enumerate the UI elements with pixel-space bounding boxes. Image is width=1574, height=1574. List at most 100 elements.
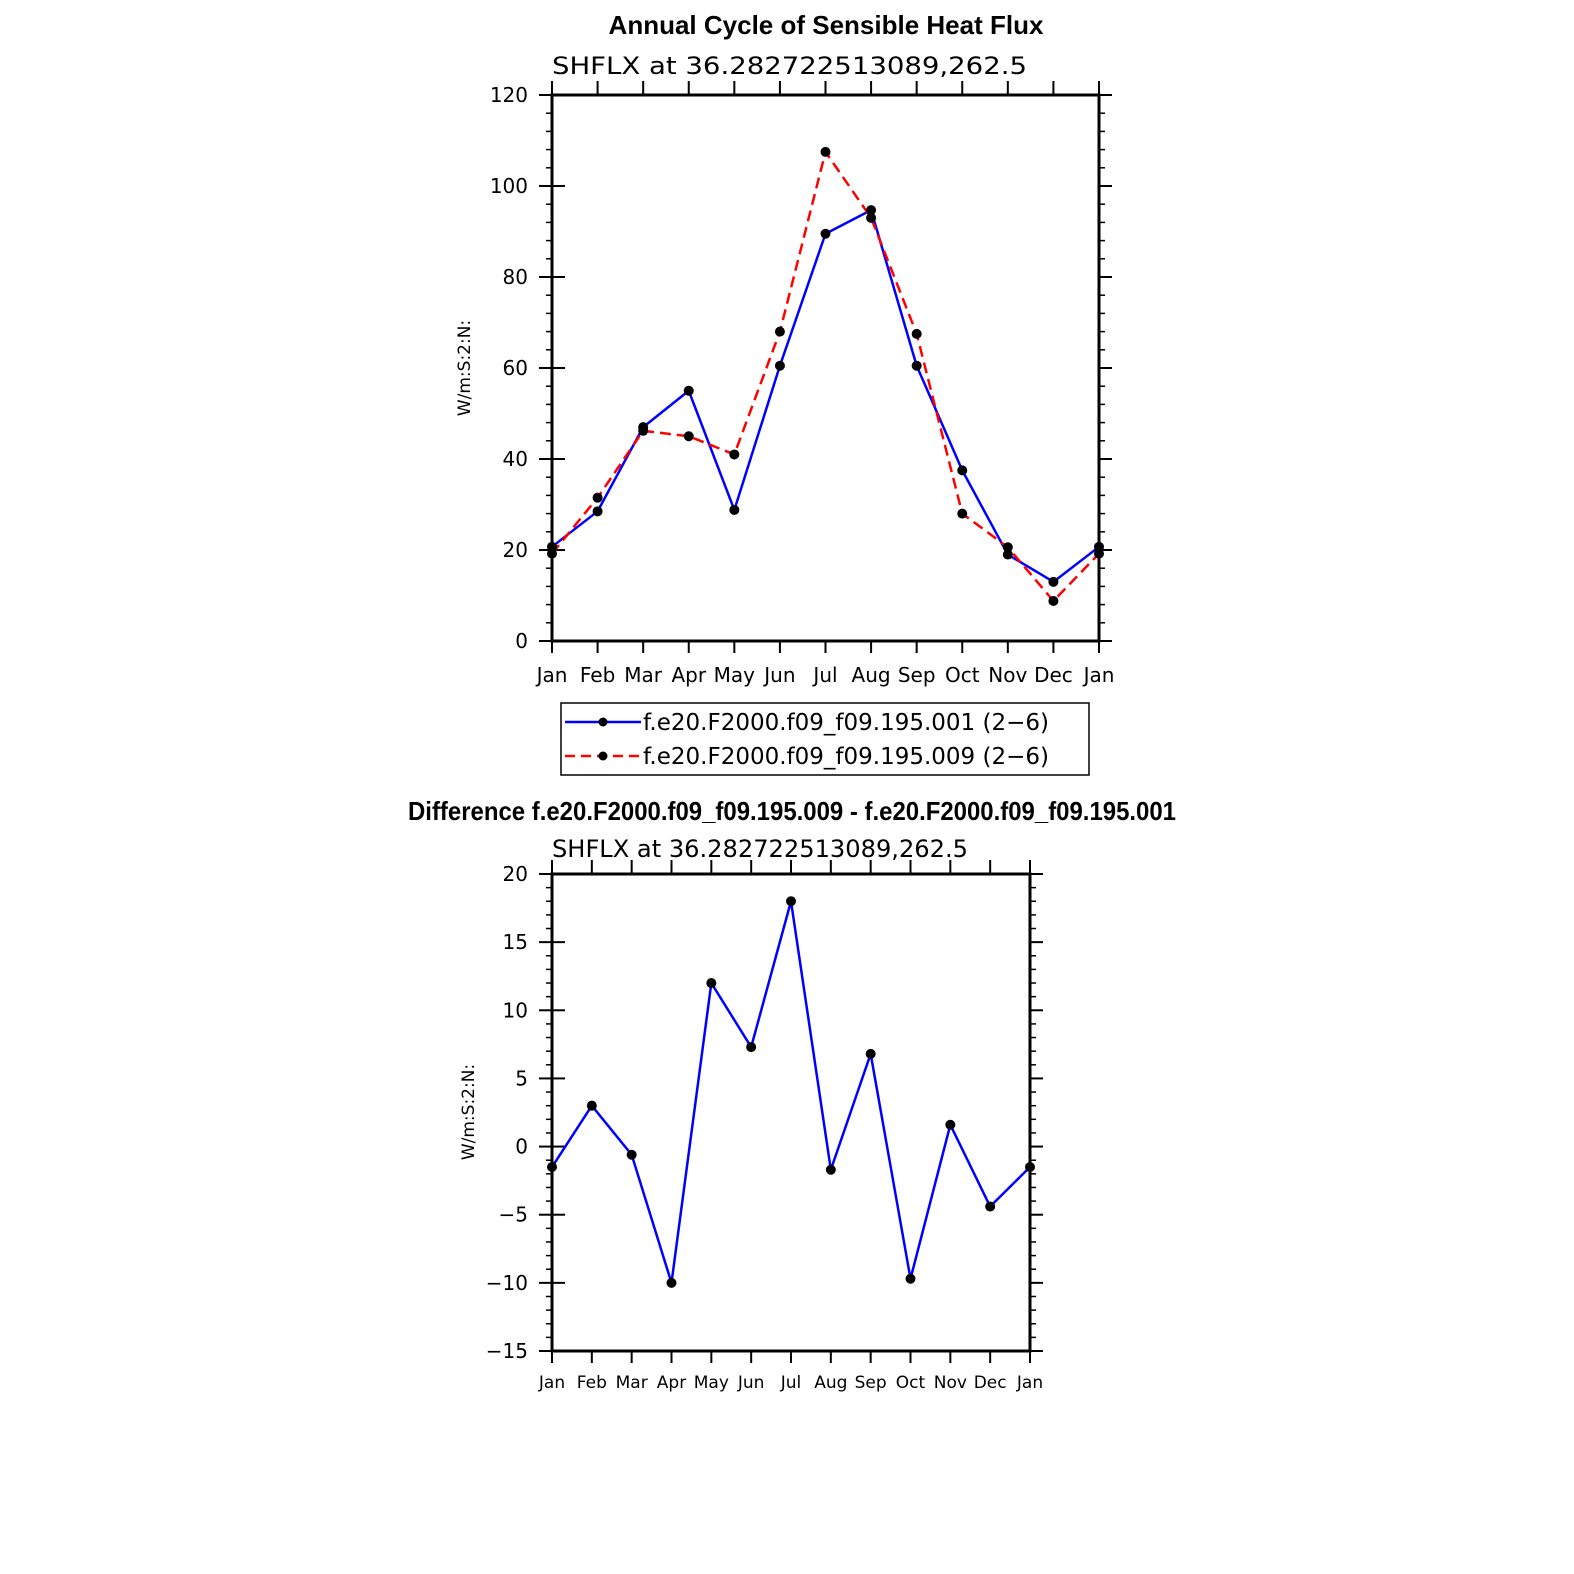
data-point <box>820 146 831 157</box>
chart-subtitle: SHFLX at 36.282722513089,262.5 <box>552 835 968 863</box>
y-tick-label: 10 <box>503 998 528 1022</box>
x-tick-label: Jan <box>538 1373 565 1393</box>
data-point <box>820 228 831 239</box>
data-point <box>586 1100 597 1111</box>
y-tick-label: 80 <box>503 265 528 289</box>
x-tick-label: Feb <box>577 1373 607 1393</box>
legend: f.e20.F2000.f09_f09.195.001 (2−6) f.e20.… <box>560 702 1090 776</box>
legend-label-2: f.e20.F2000.f09_f09.195.009 (2−6) <box>643 744 1049 770</box>
data-point <box>706 978 717 989</box>
y-tick-label: 15 <box>503 930 528 954</box>
data-point <box>774 326 785 337</box>
data-point <box>825 1164 836 1175</box>
y-tick-label: 120 <box>490 83 528 107</box>
chart-subtitle: SHFLX at 36.282722513089,262.5 <box>552 52 1027 80</box>
legend-label-1: f.e20.F2000.f09_f09.195.001 (2−6) <box>643 710 1049 736</box>
x-tick-label: Dec <box>1034 663 1073 687</box>
y-tick-label: 0 <box>515 1135 528 1159</box>
y-tick-label: 40 <box>503 447 528 471</box>
y-axis-label: W/m:S:2:N: <box>455 320 475 416</box>
data-point <box>911 328 922 339</box>
x-tick-label: Jun <box>762 663 795 687</box>
x-tick-label: Jul <box>811 663 837 687</box>
legend-box <box>560 702 1090 776</box>
x-tick-label: Dec <box>974 1373 1007 1393</box>
x-tick-label: May <box>714 663 756 687</box>
x-tick-label: Nov <box>934 1373 967 1393</box>
y-tick-label: 20 <box>503 538 528 562</box>
y-tick-label: −10 <box>486 1271 528 1295</box>
series-lines <box>547 896 1035 1288</box>
data-point <box>945 1119 956 1130</box>
x-tick-label: Mar <box>616 1373 648 1393</box>
x-tick-label: Oct <box>945 663 980 687</box>
axis-ticks <box>539 860 1043 1363</box>
data-point <box>1094 548 1104 559</box>
x-tick-label: Nov <box>988 663 1027 687</box>
data-point <box>865 1048 876 1059</box>
data-point <box>729 449 740 460</box>
y-tick-label: −5 <box>499 1203 528 1227</box>
x-tick-label: Sep <box>855 1373 887 1393</box>
x-tick-label: Sep <box>898 663 936 687</box>
data-point <box>1048 576 1059 587</box>
x-tick-label: Jun <box>737 1373 765 1393</box>
y-tick-labels: −15 −10 −5 0 5 10 15 20 <box>486 862 528 1363</box>
plot-frame <box>550 93 1101 643</box>
data-point <box>1002 542 1013 553</box>
x-tick-labels: Jan Feb Mar Apr May Jun Jul Aug Sep Oct Nov Dec Jan <box>535 663 1115 687</box>
x-tick-label: Jul <box>780 1373 802 1393</box>
series-line-2 <box>551 150 1100 603</box>
chart-title: Difference f.e20.F2000.f09_f09.195.009 -… <box>408 796 1176 826</box>
data-point <box>905 1273 916 1284</box>
data-point <box>1048 595 1059 606</box>
x-tick-label: Jan <box>535 663 568 687</box>
data-point <box>592 506 603 517</box>
y-tick-label: 0 <box>515 629 528 653</box>
chart-difference: Difference f.e20.F2000.f09_f09.195.009 -… <box>408 796 1176 1393</box>
data-point <box>729 504 740 515</box>
data-point <box>638 425 649 436</box>
data-point <box>957 508 968 519</box>
chart-annual-cycle: Annual Cycle of Sensible Heat Flux SHFLX… <box>455 10 1115 776</box>
y-tick-label: 60 <box>503 356 528 380</box>
x-tick-label: Apr <box>671 663 706 687</box>
x-tick-label: May <box>694 1373 729 1393</box>
data-point <box>985 1201 996 1212</box>
x-tick-label: Feb <box>580 663 615 687</box>
data-point <box>866 205 877 216</box>
data-point <box>592 492 603 503</box>
data-point <box>1002 549 1013 560</box>
x-tick-label: Oct <box>896 1373 926 1393</box>
legend-marker <box>598 717 608 727</box>
x-tick-label: Mar <box>624 663 663 687</box>
data-point <box>683 385 694 396</box>
plot-frame <box>550 872 1032 1353</box>
x-tick-label: Aug <box>852 663 891 687</box>
y-tick-label: 5 <box>515 1066 528 1090</box>
series-line-1 <box>550 900 1031 1285</box>
y-tick-label: −15 <box>486 1339 528 1363</box>
data-point <box>547 1162 557 1173</box>
data-point <box>774 360 785 371</box>
data-point <box>911 360 922 371</box>
series-line-1 <box>551 208 1100 584</box>
x-tick-labels: Jan Feb Mar Apr May Jun Jul Aug Sep Oct Nov Dec Jan <box>538 1373 1043 1393</box>
data-point <box>626 1149 637 1160</box>
data-point <box>547 548 557 559</box>
y-tick-label: 20 <box>503 862 528 886</box>
x-tick-label: Apr <box>657 1373 686 1393</box>
y-tick-label: 100 <box>490 174 528 198</box>
data-point <box>866 212 877 223</box>
data-point <box>957 465 968 476</box>
data-point <box>666 1277 677 1288</box>
series-lines <box>547 146 1104 606</box>
data-point <box>786 896 796 907</box>
y-tick-labels: 0 20 40 60 80 100 120 <box>490 83 528 653</box>
y-axis-label: W/m:S:2:N: <box>459 1064 479 1160</box>
data-point <box>1025 1162 1035 1173</box>
data-point <box>683 431 694 442</box>
x-tick-label: Jan <box>1082 663 1115 687</box>
chart-title: Annual Cycle of Sensible Heat Flux <box>609 10 1044 40</box>
